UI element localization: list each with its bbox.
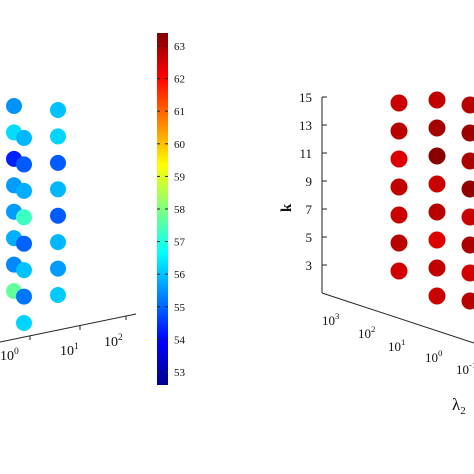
left-x-tick-label: 100 — [0, 347, 19, 364]
colorbar-tick-label: 59 — [174, 171, 186, 183]
right-markers — [390, 91, 474, 310]
right-k-ticks: 15 13 11 9 7 5 3 — [299, 90, 327, 273]
left-data-point — [16, 209, 32, 226]
left-data-point — [16, 288, 32, 305]
right-x-tick-label: 100 — [425, 348, 443, 365]
right-x-axis-line — [321, 292, 474, 344]
left-data-point — [16, 235, 32, 252]
colorbar-gradient — [157, 33, 168, 385]
right-data-point — [428, 259, 446, 277]
right-data-point — [428, 231, 446, 249]
left-data-point — [50, 128, 66, 145]
right-k-tick-label: 5 — [306, 230, 313, 245]
left-data-point — [6, 98, 22, 114]
left-data-point — [50, 154, 66, 171]
left-data-point — [50, 207, 66, 224]
right-k-tick-label: 9 — [306, 174, 313, 189]
right-data-point — [390, 94, 408, 112]
right-data-point — [461, 236, 474, 254]
right-data-point — [390, 262, 408, 280]
left-x-ticks: 100 101 102 — [0, 316, 127, 364]
left-x-axis-line — [0, 313, 137, 343]
right-data-point — [461, 124, 474, 142]
left-scatter-panel: 100 101 102 — [0, 98, 137, 364]
right-x-tick-label: 10-1 — [456, 360, 474, 377]
right-x-tick-label: 103 — [322, 311, 340, 328]
right-data-point — [428, 203, 446, 221]
right-k-tick-label: 13 — [299, 118, 312, 133]
colorbar-tick-label: 54 — [174, 334, 186, 346]
right-data-point — [428, 91, 446, 109]
left-data-point — [16, 262, 32, 279]
right-y-axis-label: k — [279, 203, 295, 212]
right-data-point — [461, 152, 474, 170]
left-data-point — [16, 156, 32, 173]
colorbar-tick-label: 62 — [174, 74, 185, 86]
colorbar-tick-label: 60 — [174, 139, 186, 151]
left-x-tick-label: 101 — [60, 342, 79, 359]
right-data-point — [390, 178, 408, 196]
right-x-axis-label: λ2 — [452, 395, 466, 417]
right-k-tick-label: 3 — [306, 258, 313, 273]
left-data-point — [16, 315, 32, 331]
right-data-point — [390, 234, 408, 252]
right-data-point — [428, 175, 446, 193]
left-data-point — [50, 102, 66, 118]
left-data-point — [50, 234, 66, 251]
colorbar-ticks: 63 62 61 60 59 58 57 56 55 54 53 — [157, 41, 186, 379]
right-data-point — [428, 287, 446, 305]
left-x-tick-label: 102 — [104, 333, 123, 350]
colorbar-tick-label: 57 — [174, 237, 186, 249]
colorbar-tick-label: 58 — [174, 204, 186, 216]
colorbar-tick-label: 56 — [174, 269, 186, 281]
colorbar-tick-label: 63 — [174, 41, 186, 53]
right-data-point — [428, 119, 446, 137]
right-data-point — [390, 150, 408, 168]
right-data-point — [461, 180, 474, 198]
right-x-tick-label: 101 — [388, 337, 405, 354]
colorbar-tick-label: 53 — [174, 367, 186, 379]
left-data-point — [16, 130, 32, 146]
left-data-point — [50, 181, 66, 198]
right-data-point — [461, 208, 474, 226]
left-markers — [6, 98, 66, 331]
right-data-point — [390, 206, 408, 224]
right-x-tick-label: 102 — [358, 324, 375, 341]
colorbar-tick-label: 61 — [174, 106, 185, 118]
left-data-point — [50, 260, 66, 277]
right-k-tick-label: 7 — [306, 202, 313, 217]
left-data-point — [16, 182, 32, 199]
right-x-ticks: 103 102 101 100 10-1 — [322, 311, 474, 377]
right-k-tick-label: 15 — [299, 90, 312, 105]
colorbar-tick-label: 55 — [174, 302, 186, 314]
colorbar: 63 62 61 60 59 58 57 56 55 54 53 — [157, 33, 186, 385]
right-k-tick-label: 11 — [299, 146, 312, 161]
right-data-point — [428, 147, 446, 165]
right-data-point — [461, 96, 474, 114]
right-data-point — [461, 292, 474, 310]
right-data-point — [461, 264, 474, 282]
right-data-point — [390, 122, 408, 140]
left-data-point — [50, 287, 66, 303]
right-scatter-panel: k λ2 15 13 11 9 7 5 3 103 102 101 100 10-1 — [279, 90, 474, 417]
